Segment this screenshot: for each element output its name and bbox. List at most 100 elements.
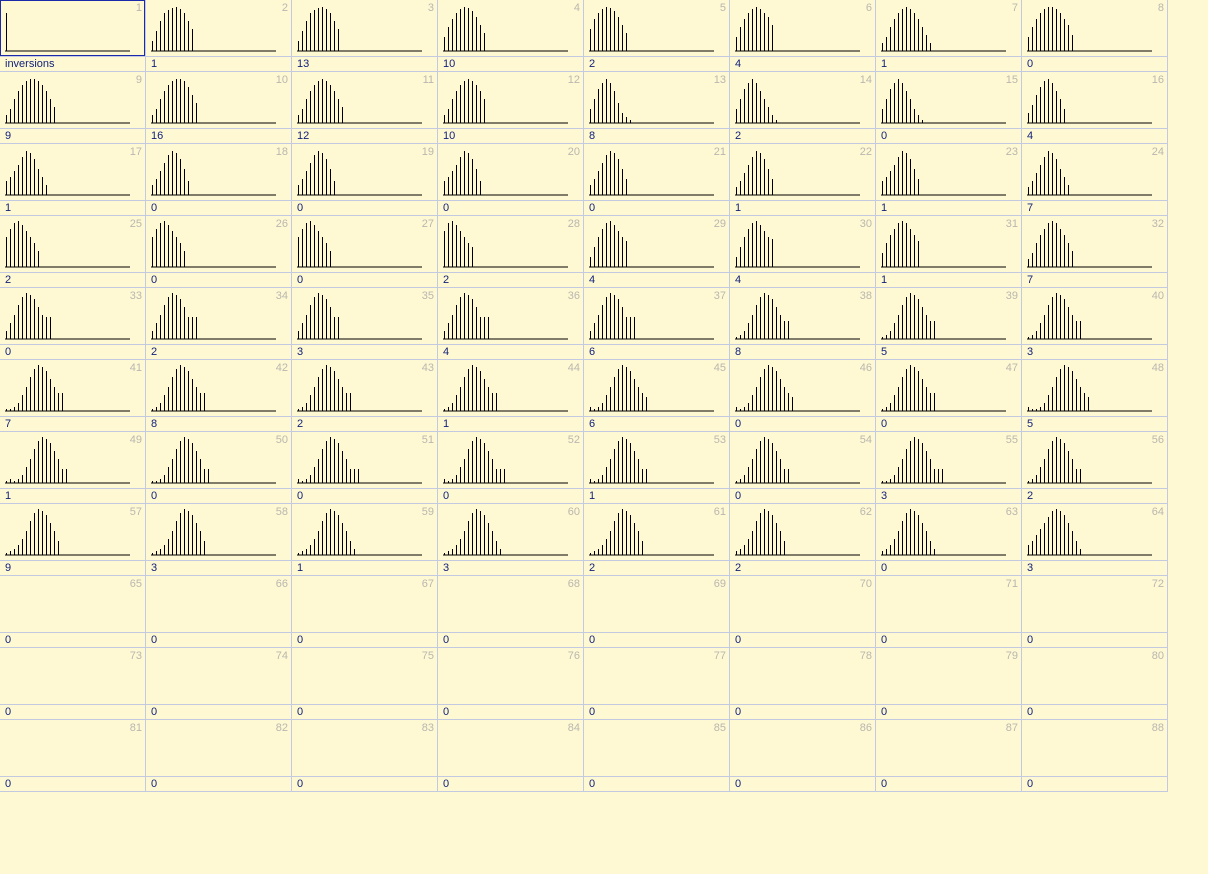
grid-cell[interactable]: 29 4 xyxy=(584,216,730,288)
grid-cell[interactable]: 35 3 xyxy=(292,288,438,360)
grid-cell[interactable]: 57 9 xyxy=(0,504,146,576)
grid-cell[interactable]: 43 2 xyxy=(292,360,438,432)
grid-cell[interactable]: 73 0 xyxy=(0,648,146,720)
grid-cell[interactable]: 66 0 xyxy=(146,576,292,648)
cell-index: 77 xyxy=(713,650,726,662)
grid-cell[interactable]: 10 16 xyxy=(146,72,292,144)
grid-cell[interactable]: 27 0 xyxy=(292,216,438,288)
grid-cell[interactable]: 16 4 xyxy=(1022,72,1168,144)
grid-cell[interactable]: 26 0 xyxy=(146,216,292,288)
grid-cell[interactable]: 74 0 xyxy=(146,648,292,720)
grid-cell[interactable]: 87 0 xyxy=(876,720,1022,792)
grid-cell[interactable]: 58 3 xyxy=(146,504,292,576)
grid-cell[interactable]: 14 2 xyxy=(730,72,876,144)
grid-cell[interactable]: 12 10 xyxy=(438,72,584,144)
grid-cell[interactable]: 31 1 xyxy=(876,216,1022,288)
grid-cell[interactable]: 82 0 xyxy=(146,720,292,792)
grid-cell[interactable]: 52 0 xyxy=(438,432,584,504)
grid-cell[interactable]: 48 5 xyxy=(1022,360,1168,432)
grid-cell[interactable]: 37 6 xyxy=(584,288,730,360)
grid-cell[interactable]: 88 0 xyxy=(1022,720,1168,792)
value-row: 2 xyxy=(730,128,875,144)
cell-index: 58 xyxy=(275,506,288,518)
grid-cell[interactable]: 13 8 xyxy=(584,72,730,144)
grid-cell[interactable]: 17 1 xyxy=(0,144,146,216)
grid-cell[interactable]: 39 5 xyxy=(876,288,1022,360)
grid-cell[interactable]: 67 0 xyxy=(292,576,438,648)
grid-cell[interactable]: 54 0 xyxy=(730,432,876,504)
grid-cell[interactable]: 20 0 xyxy=(438,144,584,216)
grid-cell[interactable]: 72 0 xyxy=(1022,576,1168,648)
cell-value: 0 xyxy=(1027,58,1034,70)
grid-cell[interactable]: 45 6 xyxy=(584,360,730,432)
grid-cell[interactable]: 42 8 xyxy=(146,360,292,432)
grid-cell[interactable]: 40 3 xyxy=(1022,288,1168,360)
grid-cell[interactable]: 15 0 xyxy=(876,72,1022,144)
grid-cell[interactable]: 79 0 xyxy=(876,648,1022,720)
grid-cell[interactable]: 81 0 xyxy=(0,720,146,792)
grid-cell[interactable]: 33 0 xyxy=(0,288,146,360)
grid-cell[interactable]: 44 1 xyxy=(438,360,584,432)
grid-cell[interactable]: 21 0 xyxy=(584,144,730,216)
grid-cell[interactable]: 22 1 xyxy=(730,144,876,216)
grid-cell[interactable]: 11 12 xyxy=(292,72,438,144)
grid-cell[interactable]: 38 8 xyxy=(730,288,876,360)
grid-cell[interactable]: 4 10 xyxy=(438,0,584,72)
grid-cell[interactable]: 24 7 xyxy=(1022,144,1168,216)
grid-cell[interactable]: 80 0 xyxy=(1022,648,1168,720)
grid-cell[interactable]: 34 2 xyxy=(146,288,292,360)
grid-cell[interactable]: 68 0 xyxy=(438,576,584,648)
sparkline-plot xyxy=(881,365,1006,412)
grid-cell[interactable]: 70 0 xyxy=(730,576,876,648)
grid-cell[interactable]: 28 2 xyxy=(438,216,584,288)
cell-index: 71 xyxy=(1005,578,1018,590)
grid-cell[interactable]: 61 2 xyxy=(584,504,730,576)
grid-cell[interactable]: 60 3 xyxy=(438,504,584,576)
grid-cell[interactable]: 78 0 xyxy=(730,648,876,720)
grid-cell[interactable]: 71 0 xyxy=(876,576,1022,648)
grid-cell[interactable]: 64 3 xyxy=(1022,504,1168,576)
grid-cell[interactable]: 36 4 xyxy=(438,288,584,360)
grid-cell[interactable]: 76 0 xyxy=(438,648,584,720)
sparkline-plot xyxy=(876,648,1021,704)
grid-cell[interactable]: 53 1 xyxy=(584,432,730,504)
grid-cell[interactable]: 25 2 xyxy=(0,216,146,288)
grid-cell[interactable]: 30 4 xyxy=(730,216,876,288)
grid-cell[interactable]: 49 1 xyxy=(0,432,146,504)
grid-cell[interactable]: 3 13 xyxy=(292,0,438,72)
sparkline-plot xyxy=(1027,7,1152,52)
grid-cell[interactable]: 85 0 xyxy=(584,720,730,792)
grid-cell[interactable]: 75 0 xyxy=(292,648,438,720)
grid-cell[interactable]: 55 3 xyxy=(876,432,1022,504)
cell-index: 25 xyxy=(129,218,142,230)
grid-cell[interactable]: 56 2 xyxy=(1022,432,1168,504)
grid-cell[interactable]: 1 inversions xyxy=(0,0,146,72)
grid-cell[interactable]: 83 0 xyxy=(292,720,438,792)
cell-value: 3 xyxy=(297,346,304,358)
grid-cell[interactable]: 63 0 xyxy=(876,504,1022,576)
grid-cell[interactable]: 47 0 xyxy=(876,360,1022,432)
grid-cell[interactable]: 23 1 xyxy=(876,144,1022,216)
sparkline-grid: 1 inversions 2 1 3 13 4 10 5 2 6 4 7 1 8 0 9 9 10 16 11 12 12 1… xyxy=(0,0,1168,792)
grid-cell[interactable]: 86 0 xyxy=(730,720,876,792)
cell-value: 16 xyxy=(151,130,164,142)
grid-cell[interactable]: 46 0 xyxy=(730,360,876,432)
grid-cell[interactable]: 41 7 xyxy=(0,360,146,432)
grid-cell[interactable]: 32 7 xyxy=(1022,216,1168,288)
grid-cell[interactable]: 62 2 xyxy=(730,504,876,576)
grid-cell[interactable]: 69 0 xyxy=(584,576,730,648)
grid-cell[interactable]: 51 0 xyxy=(292,432,438,504)
grid-cell[interactable]: 77 0 xyxy=(584,648,730,720)
grid-cell[interactable]: 65 0 xyxy=(0,576,146,648)
grid-cell[interactable]: 19 0 xyxy=(292,144,438,216)
grid-cell[interactable]: 50 0 xyxy=(146,432,292,504)
grid-cell[interactable]: 18 0 xyxy=(146,144,292,216)
grid-cell[interactable]: 84 0 xyxy=(438,720,584,792)
grid-cell[interactable]: 59 1 xyxy=(292,504,438,576)
